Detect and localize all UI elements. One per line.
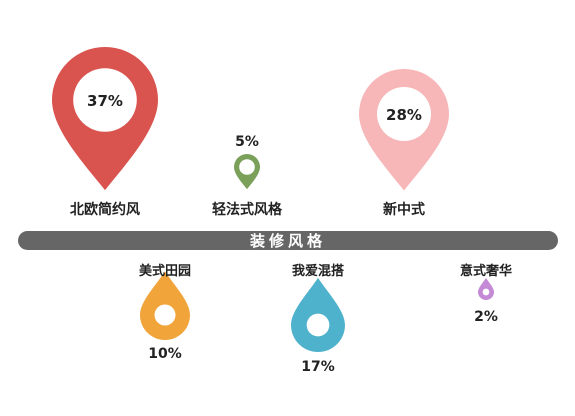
- data-mark-5: 意式奢华 2%: [460, 263, 512, 325]
- marker-hole-3: [154, 304, 176, 326]
- data-mark-4: 我爱混搭 17%: [291, 263, 345, 375]
- value-label-4: 17%: [301, 359, 335, 375]
- value-label-5: 2%: [474, 309, 498, 325]
- marker-hole-0: [73, 68, 137, 132]
- divider-bar: [18, 231, 558, 250]
- marker-hole-5: [482, 288, 490, 296]
- category-label-4: 我爱混搭: [292, 263, 345, 279]
- data-mark-1: 轻法式风格 5%: [212, 134, 283, 218]
- category-label-1: 轻法式风格: [212, 201, 283, 218]
- category-label-2: 新中式: [383, 201, 425, 218]
- data-mark-0: 北欧简约风 37%: [52, 47, 158, 218]
- category-label-0: 北欧简约风: [70, 201, 140, 218]
- category-label-3: 美式田园: [139, 263, 191, 279]
- data-mark-2: 新中式 28%: [359, 69, 449, 218]
- data-mark-3: 美式田园 10%: [139, 263, 191, 362]
- value-label-1: 5%: [235, 134, 259, 150]
- marker-hole-1: [239, 159, 255, 175]
- chart-title: 装修风格: [249, 232, 326, 250]
- value-label-3: 10%: [148, 346, 182, 362]
- value-label-2: 28%: [386, 106, 422, 124]
- marker-hole-2: [377, 87, 431, 141]
- value-label-0: 37%: [87, 92, 123, 110]
- marker-hole-4: [306, 313, 330, 337]
- category-label-5: 意式奢华: [460, 263, 512, 279]
